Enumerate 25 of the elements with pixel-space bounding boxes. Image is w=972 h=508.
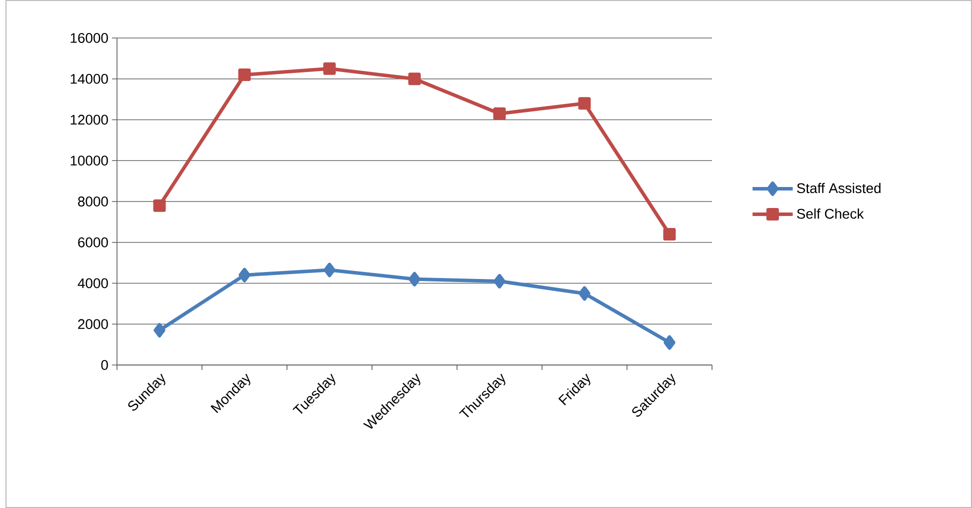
point — [493, 107, 506, 120]
y-tick-label: 16000 — [70, 33, 108, 43]
y-tick-label: 0 — [101, 360, 108, 370]
y-tick-label: 10000 — [70, 156, 108, 166]
y-tick-label: 8000 — [78, 196, 108, 206]
point — [154, 323, 166, 338]
point — [323, 62, 336, 75]
point — [238, 268, 250, 282]
point — [578, 286, 590, 301]
point — [578, 97, 591, 110]
point — [494, 274, 506, 288]
point — [324, 262, 336, 278]
y-tick-label: 2000 — [78, 319, 108, 330]
y-tick-label: 14000 — [70, 74, 108, 84]
point — [663, 228, 676, 240]
y-tick-label: 12000 — [70, 114, 108, 125]
legend-label: Self Check — [797, 208, 864, 219]
point — [408, 272, 420, 286]
legend-label: Staff Assisted — [797, 182, 880, 194]
point — [153, 199, 166, 212]
y-tick-label: 6000 — [78, 237, 108, 248]
point — [238, 68, 251, 82]
y-tick-label: 4000 — [78, 278, 108, 288]
point — [408, 72, 421, 86]
point — [664, 335, 676, 350]
